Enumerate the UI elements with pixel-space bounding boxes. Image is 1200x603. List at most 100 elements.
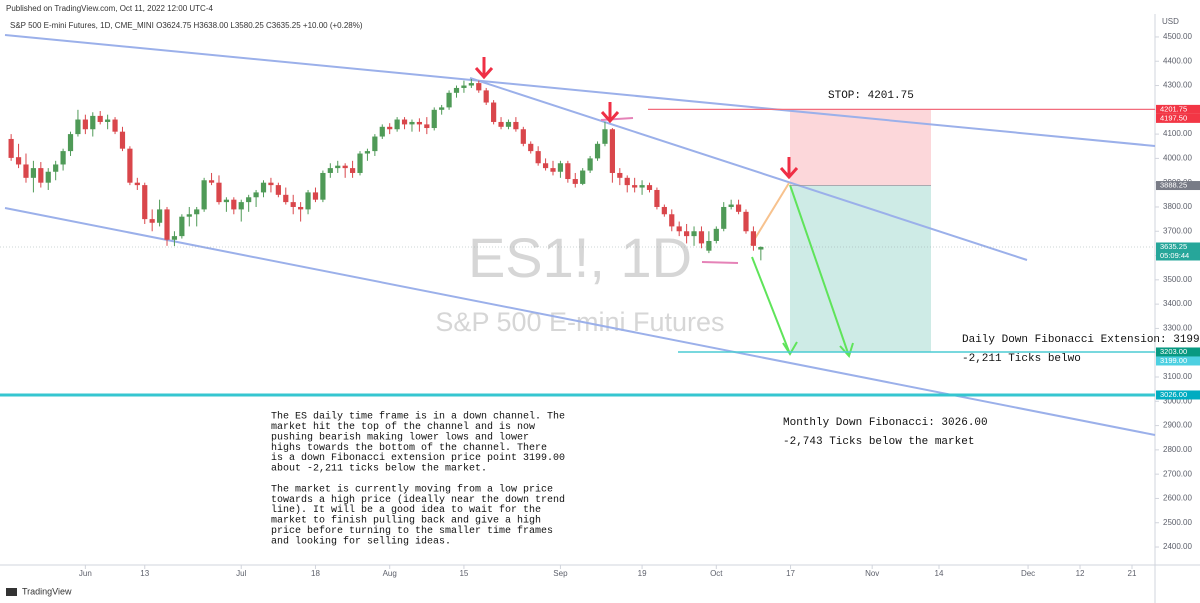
logo (6, 588, 17, 596)
candle-body (379, 126, 385, 137)
y-tick-label: 3500.00 (1163, 275, 1192, 284)
note-line: market to finish pulling back and give a… (271, 515, 541, 527)
candle-body (750, 231, 757, 246)
candle-body (364, 151, 371, 154)
candle-body (401, 119, 408, 125)
candle-body (758, 246, 764, 250)
candle-body (45, 171, 51, 183)
candle-body (290, 202, 296, 207)
candle-body (557, 163, 564, 172)
candle-body (156, 209, 163, 223)
candle-body (171, 236, 178, 240)
candle-body (698, 231, 705, 244)
candle-body (498, 121, 504, 127)
candle-body (676, 226, 682, 232)
candle-body (164, 209, 170, 240)
path-line (750, 182, 790, 246)
candle-body (617, 172, 623, 178)
price-tag (1156, 390, 1200, 400)
candle-body (602, 129, 608, 144)
candle-body (82, 119, 88, 130)
x-tick-label: 15 (459, 569, 468, 578)
y-tick-label: 3300.00 (1163, 324, 1192, 333)
candle-body (30, 168, 37, 178)
stop-label: STOP: 4201.75 (828, 90, 914, 102)
x-tick-label: Dec (1021, 569, 1035, 578)
candle-body (105, 119, 111, 122)
y-tick-label: 2400.00 (1163, 542, 1192, 551)
price-tag-label: 4201.75 (1160, 104, 1187, 113)
candle-body (97, 115, 103, 122)
y-tick-label: 3000.00 (1163, 396, 1192, 405)
note-line: and looking for selling ideas. (271, 535, 451, 547)
candle-body (186, 214, 192, 217)
price-tag (1156, 181, 1200, 191)
y-tick-label: 2600.00 (1163, 494, 1192, 503)
candle-body (75, 119, 81, 135)
countdown: 05:09:44 (1160, 251, 1189, 260)
candle-body (721, 206, 727, 229)
candle-body (335, 165, 341, 169)
note-line: about -2,211 ticks below the market. (271, 463, 487, 475)
fib-label: Daily Down Fibonacci Extension: 3199.00 (962, 334, 1200, 346)
candle-body (260, 182, 267, 193)
marker-line (600, 117, 634, 121)
trend-line (4, 34, 1156, 147)
candle-body (453, 87, 460, 93)
candle-body (646, 185, 653, 190)
candle-body (587, 158, 593, 171)
candle-body (706, 240, 712, 251)
arrow (751, 256, 791, 355)
candle-body (461, 85, 467, 88)
x-tick-label: 13 (140, 569, 149, 578)
candle-body (513, 121, 519, 130)
trend-line (4, 207, 1156, 436)
y-tick-label: 3100.00 (1163, 372, 1192, 381)
candle-body (23, 164, 29, 178)
candle-body (320, 172, 326, 200)
price-tag (1156, 113, 1200, 123)
trend-line (469, 77, 1028, 261)
x-tick-label: 12 (1076, 569, 1085, 578)
ticks-label: -2,211 Ticks belwo (962, 353, 1081, 365)
note-line: price before turning to the smaller time… (271, 525, 553, 537)
candle-body (372, 136, 378, 152)
note-line: market hit the top of the channel and is… (271, 421, 535, 433)
candle-body (298, 206, 304, 210)
candle-body (728, 204, 734, 207)
note-line: line). It will be a good idea to wait fo… (271, 504, 541, 516)
candle-body (67, 134, 74, 152)
y-tick-label: 2500.00 (1163, 518, 1192, 527)
candle-body (735, 204, 742, 212)
countdown-bg (1156, 251, 1200, 261)
note-line: towards a high price (ideally near the d… (271, 494, 565, 506)
note-line: The ES daily time frame is in a down cha… (271, 411, 565, 423)
candle-body (713, 228, 719, 241)
candle-body (572, 179, 578, 184)
candle-body (691, 231, 697, 237)
arrow-head (782, 341, 798, 356)
candle-body (112, 119, 118, 132)
x-tick-label: 19 (638, 569, 647, 578)
candle-body (246, 197, 252, 203)
target-zone (790, 185, 931, 352)
candle-body (609, 129, 615, 173)
red-arrows (474, 57, 799, 180)
note-line: is a down Fibonacci extension price poin… (271, 452, 565, 464)
price-tag (1156, 104, 1200, 114)
candle-body (409, 121, 415, 125)
candle-body (238, 202, 244, 210)
candle-body (253, 192, 259, 198)
arrow-head (839, 342, 854, 358)
candle-body (639, 185, 645, 188)
y-tick-label: 2800.00 (1163, 445, 1192, 454)
candle-body (565, 163, 571, 180)
y-tick-label: 3400.00 (1163, 299, 1192, 308)
candle-body (231, 199, 237, 210)
arrow-head (474, 67, 494, 80)
arrow-head (600, 111, 620, 124)
candle-body (223, 199, 229, 203)
candle-body (194, 209, 200, 215)
